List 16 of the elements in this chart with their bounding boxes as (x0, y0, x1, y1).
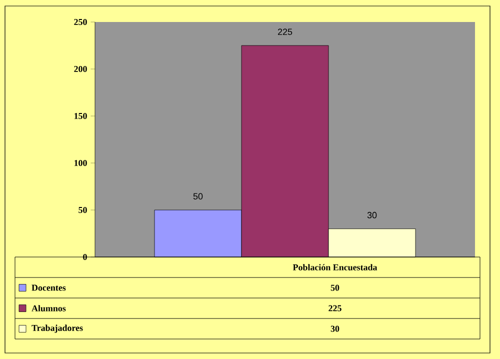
y-tick-label: 200 (74, 66, 87, 72)
y-tick-label: 100 (74, 160, 87, 166)
x-tick-label: Población Encuestada (292, 264, 378, 270)
data-label: 50 (193, 193, 203, 200)
text: 30 (330, 326, 340, 332)
data-label: 30 (367, 212, 377, 218)
y-tick-label: 0 (83, 254, 87, 260)
text: 50 (330, 284, 340, 291)
text: 225 (328, 305, 342, 312)
legend-label: Docentes (32, 284, 66, 291)
y-tick-label: 250 (74, 18, 87, 26)
legend-label: Trabajadores (32, 324, 83, 333)
data-label: 225 (278, 28, 292, 35)
y-tick-label: 50 (78, 206, 87, 214)
legend-label: Alumnos (32, 305, 66, 312)
y-tick-label: 150 (74, 112, 87, 120)
